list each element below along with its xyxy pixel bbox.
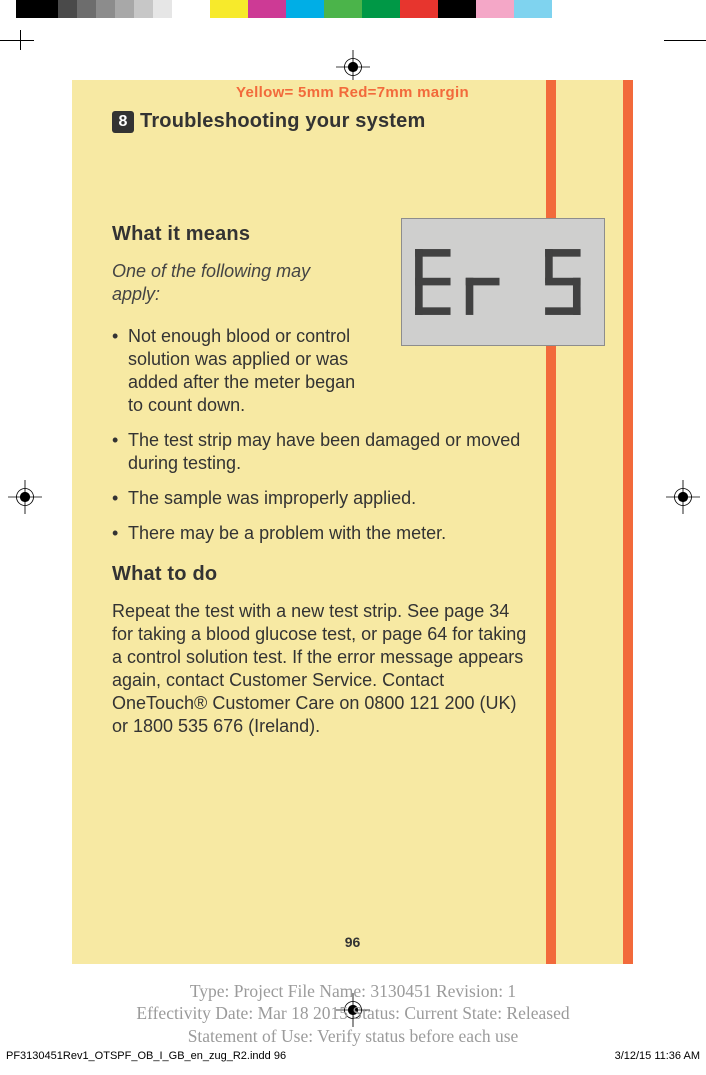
color-swatch [324,0,362,18]
list-item: The test strip may have been damaged or … [112,429,532,475]
meta-line: Statement of Use: Verify status before e… [0,1025,706,1047]
what-it-means-intro: One of the following may apply: [112,260,360,307]
color-swatch [153,0,172,18]
section-number-badge: 8 [112,111,134,133]
crop-mark [664,40,706,41]
meta-line: Effectivity Date: Mar 18 2015 Status: Cu… [0,1002,706,1024]
color-swatch [58,0,77,18]
color-swatch [248,0,286,18]
color-swatch [476,0,514,18]
what-it-means-heading: What it means [112,223,532,246]
margin-legend: Yellow= 5mm Red=7mm margin [72,84,633,101]
color-swatch [210,0,248,18]
color-swatch [16,0,58,18]
registration-mark-icon [666,480,700,514]
what-to-do-body: Repeat the test with a new test strip. S… [112,600,532,738]
red-margin-bar [623,80,633,964]
list-item: There may be a problem with the meter. [112,522,532,545]
color-swatch [286,0,324,18]
color-calibration-bar [0,0,706,18]
indd-timestamp: 3/12/15 11:36 AM [615,1050,700,1062]
color-swatch [77,0,96,18]
document-metadata: Type: Project File Name: 3130451 Revisio… [0,980,706,1047]
list-item: The sample was improperly applied. [112,487,532,510]
color-swatch [115,0,134,18]
crop-mark [20,30,21,50]
page-number: 96 [72,934,633,950]
content-column: 8 Troubleshooting your system What it me… [112,110,532,738]
registration-mark-icon [8,480,42,514]
section-title: Troubleshooting your system [140,110,425,133]
color-swatch [172,0,210,18]
red-margin-bar [546,80,556,964]
color-swatch [134,0,153,18]
crop-mark [0,40,34,41]
meta-line: Type: Project File Name: 3130451 Revisio… [0,980,706,1002]
what-it-means-list: Not enough blood or control solution was… [112,325,532,545]
color-swatch [362,0,400,18]
what-to-do-heading: What to do [112,563,532,586]
color-swatch [96,0,115,18]
registration-mark-icon [336,50,370,84]
indd-filename: PF3130451Rev1_OTSPF_OB_I_GB_en_zug_R2.in… [6,1050,286,1062]
section-header: 8 Troubleshooting your system [112,110,532,133]
color-swatch [400,0,438,18]
file-footer: PF3130451Rev1_OTSPF_OB_I_GB_en_zug_R2.in… [0,1050,706,1070]
list-item: Not enough blood or control solution was… [112,325,360,417]
color-swatch [438,0,476,18]
page-box: Yellow= 5mm Red=7mm margin [72,80,633,964]
color-swatch [514,0,552,18]
